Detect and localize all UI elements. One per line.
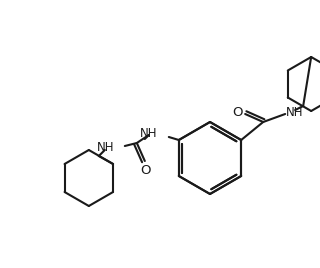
Text: NH: NH — [140, 126, 158, 140]
Text: NH: NH — [97, 140, 115, 154]
Text: O: O — [233, 106, 243, 120]
Text: O: O — [140, 164, 151, 177]
Text: NH: NH — [286, 106, 304, 120]
